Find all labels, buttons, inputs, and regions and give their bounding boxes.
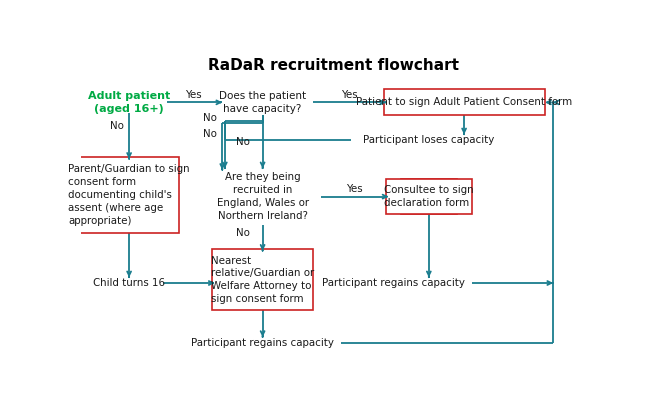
Text: No: No: [203, 113, 216, 123]
FancyBboxPatch shape: [212, 249, 313, 310]
FancyBboxPatch shape: [401, 180, 456, 214]
Text: Are they being
recruited in
England, Wales or
Northern Ireland?: Are they being recruited in England, Wal…: [216, 173, 309, 221]
FancyBboxPatch shape: [386, 180, 472, 214]
Text: No: No: [235, 137, 250, 146]
Text: Participant regains capacity: Participant regains capacity: [191, 338, 334, 348]
Text: Yes: Yes: [341, 89, 358, 100]
Text: Consultee to sign
declaration form: Consultee to sign declaration form: [384, 185, 474, 208]
Text: Parent/Guardian to sign
consent form
documenting child's
assent (where age
appro: Parent/Guardian to sign consent form doc…: [68, 164, 190, 226]
Text: No: No: [110, 121, 124, 131]
Text: Yes: Yes: [185, 89, 202, 100]
Text: Participant loses capacity: Participant loses capacity: [363, 135, 495, 145]
Text: Adult patient
(aged 16+): Adult patient (aged 16+): [88, 91, 170, 114]
Text: Patient to sign Adult Patient Consent form: Patient to sign Adult Patient Consent fo…: [356, 98, 572, 107]
Text: Yes: Yes: [346, 184, 363, 194]
Text: No: No: [235, 228, 250, 238]
Text: RaDaR recruitment flowchart: RaDaR recruitment flowchart: [207, 58, 459, 73]
Text: No: No: [203, 129, 216, 139]
FancyBboxPatch shape: [384, 89, 545, 115]
FancyBboxPatch shape: [79, 157, 179, 233]
Text: Participant regains capacity: Participant regains capacity: [322, 278, 465, 288]
Text: Nearest
relative/Guardian or
Welfare Attorney to
sign consent form: Nearest relative/Guardian or Welfare Att…: [211, 256, 314, 304]
Text: Child turns 16: Child turns 16: [93, 278, 165, 288]
Text: Does the patient
have capacity?: Does the patient have capacity?: [219, 91, 306, 114]
